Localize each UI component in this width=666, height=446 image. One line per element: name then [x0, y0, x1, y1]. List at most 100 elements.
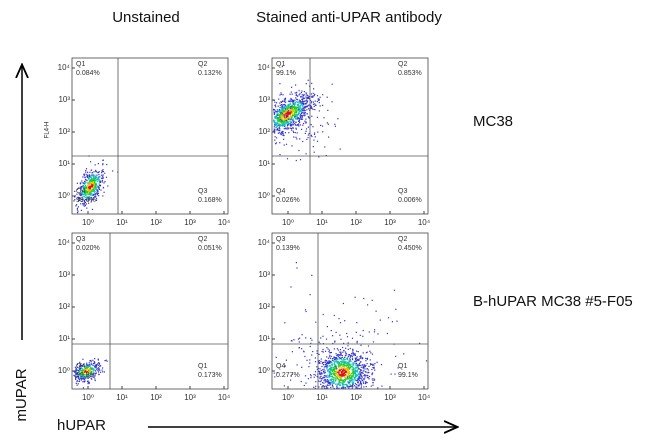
event-dot	[273, 128, 275, 130]
event-dot	[282, 123, 284, 125]
event-dot	[323, 380, 325, 382]
event-dot	[103, 182, 105, 184]
event-dot	[356, 374, 358, 376]
event-dot	[362, 357, 364, 359]
event-dot	[98, 362, 100, 364]
event-dot	[299, 101, 301, 103]
event-dot	[348, 386, 350, 388]
event-dot	[343, 364, 345, 366]
event-dot	[304, 97, 306, 99]
event-dot	[330, 361, 332, 363]
event-dot	[329, 370, 331, 372]
event-dot	[84, 186, 86, 188]
event-dot	[348, 380, 350, 383]
event-dot	[90, 182, 92, 184]
event-dot	[344, 320, 346, 322]
event-dot	[93, 176, 95, 178]
event-dot	[307, 95, 309, 97]
event-dot	[359, 383, 362, 385]
event-dot	[88, 372, 90, 374]
event-dot	[348, 369, 350, 371]
event-dot	[301, 105, 303, 107]
event-dot	[371, 299, 373, 301]
event-dot	[82, 191, 84, 193]
event-dot	[294, 112, 297, 114]
event-dot	[81, 182, 83, 184]
event-dot	[288, 106, 290, 108]
event-dot	[325, 380, 327, 382]
event-dot	[327, 387, 329, 389]
event-dot	[276, 122, 278, 124]
event-dot	[305, 128, 308, 130]
event-dot	[276, 114, 278, 116]
event-dot	[323, 376, 325, 378]
y-tick-label: 10³	[58, 95, 70, 104]
event-dot	[340, 358, 342, 360]
event-dot	[317, 131, 319, 133]
event-dot	[95, 370, 97, 372]
event-dot	[279, 112, 282, 115]
quadrant-percent: 0.084%	[76, 70, 100, 77]
event-dot	[292, 130, 294, 132]
event-dot	[320, 124, 322, 126]
event-dot	[338, 381, 340, 383]
event-dot	[359, 356, 361, 358]
event-dot	[311, 274, 313, 276]
event-dot	[313, 151, 315, 153]
event-dot	[80, 186, 82, 188]
event-dot	[295, 97, 297, 99]
event-dot	[363, 365, 365, 367]
event-dot	[343, 363, 345, 365]
event-dot	[336, 371, 338, 373]
event-dot	[294, 116, 296, 118]
event-dot	[342, 370, 344, 372]
event-dot	[340, 352, 342, 354]
event-dot	[275, 106, 277, 108]
event-dot	[79, 377, 81, 379]
event-dot	[304, 115, 306, 117]
event-dot	[102, 195, 104, 197]
event-dot	[321, 362, 323, 364]
event-dot	[285, 120, 287, 122]
event-dot	[291, 104, 293, 107]
event-dot	[304, 132, 306, 134]
event-dot	[286, 105, 288, 107]
event-dot	[302, 104, 304, 106]
event-dot	[341, 373, 343, 375]
event-dot	[335, 366, 337, 368]
event-dot	[373, 364, 375, 366]
event-dot	[312, 351, 314, 353]
event-dot	[74, 199, 76, 201]
event-dot	[93, 180, 95, 182]
event-dot	[331, 365, 333, 367]
event-dot	[339, 384, 341, 386]
event-dot	[76, 182, 78, 184]
event-dot	[358, 385, 360, 387]
event-dot	[76, 204, 78, 206]
y-tick-label: 10¹	[58, 334, 70, 343]
event-dot	[339, 384, 341, 386]
event-dot	[274, 136, 276, 138]
event-dot	[88, 187, 90, 189]
event-dot	[98, 180, 100, 182]
event-dot	[278, 129, 280, 132]
event-dot	[318, 362, 320, 364]
event-dot	[91, 198, 94, 200]
event-dot	[299, 93, 301, 95]
event-dot	[100, 365, 102, 367]
event-dot	[334, 373, 336, 375]
x-tick-label: 10⁰	[82, 393, 94, 402]
event-dot	[354, 363, 356, 365]
event-dot	[346, 371, 349, 373]
event-dot	[355, 379, 357, 381]
event-dot	[83, 200, 86, 202]
event-dot	[296, 124, 298, 126]
event-dot	[345, 365, 347, 367]
event-dot	[341, 374, 343, 376]
event-dot	[92, 193, 95, 195]
event-dot	[283, 120, 285, 122]
event-dot	[96, 179, 98, 181]
event-dot	[319, 376, 321, 378]
event-dot	[296, 104, 298, 106]
event-dot	[341, 384, 344, 386]
